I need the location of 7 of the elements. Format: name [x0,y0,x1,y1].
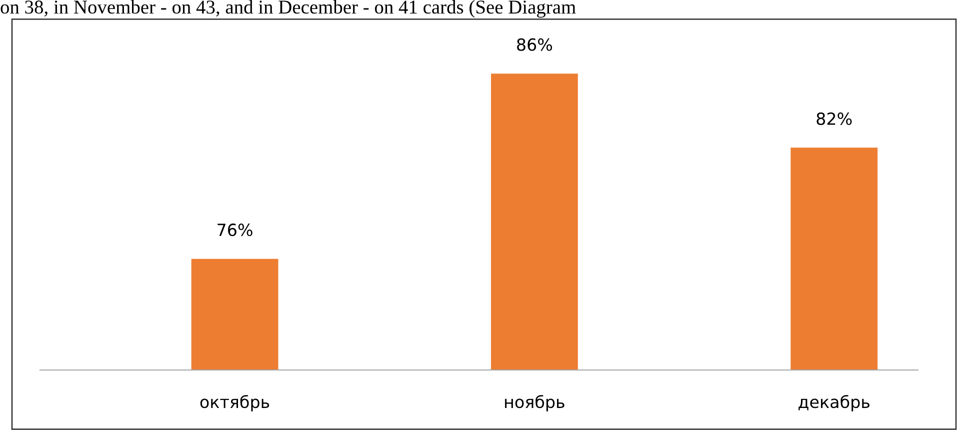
x-tick-label: ноябрь [505,395,564,412]
data-label: 82% [816,112,852,126]
text: on 38, in November - on 43, and in December - on 41 cards (See Diagram [0,0,576,18]
data-label: 76% [218,224,252,236]
x-tick-label: октябрь [200,395,270,412]
x-tick-label: декабрь [798,395,870,412]
data-label: 86% [517,38,552,51]
